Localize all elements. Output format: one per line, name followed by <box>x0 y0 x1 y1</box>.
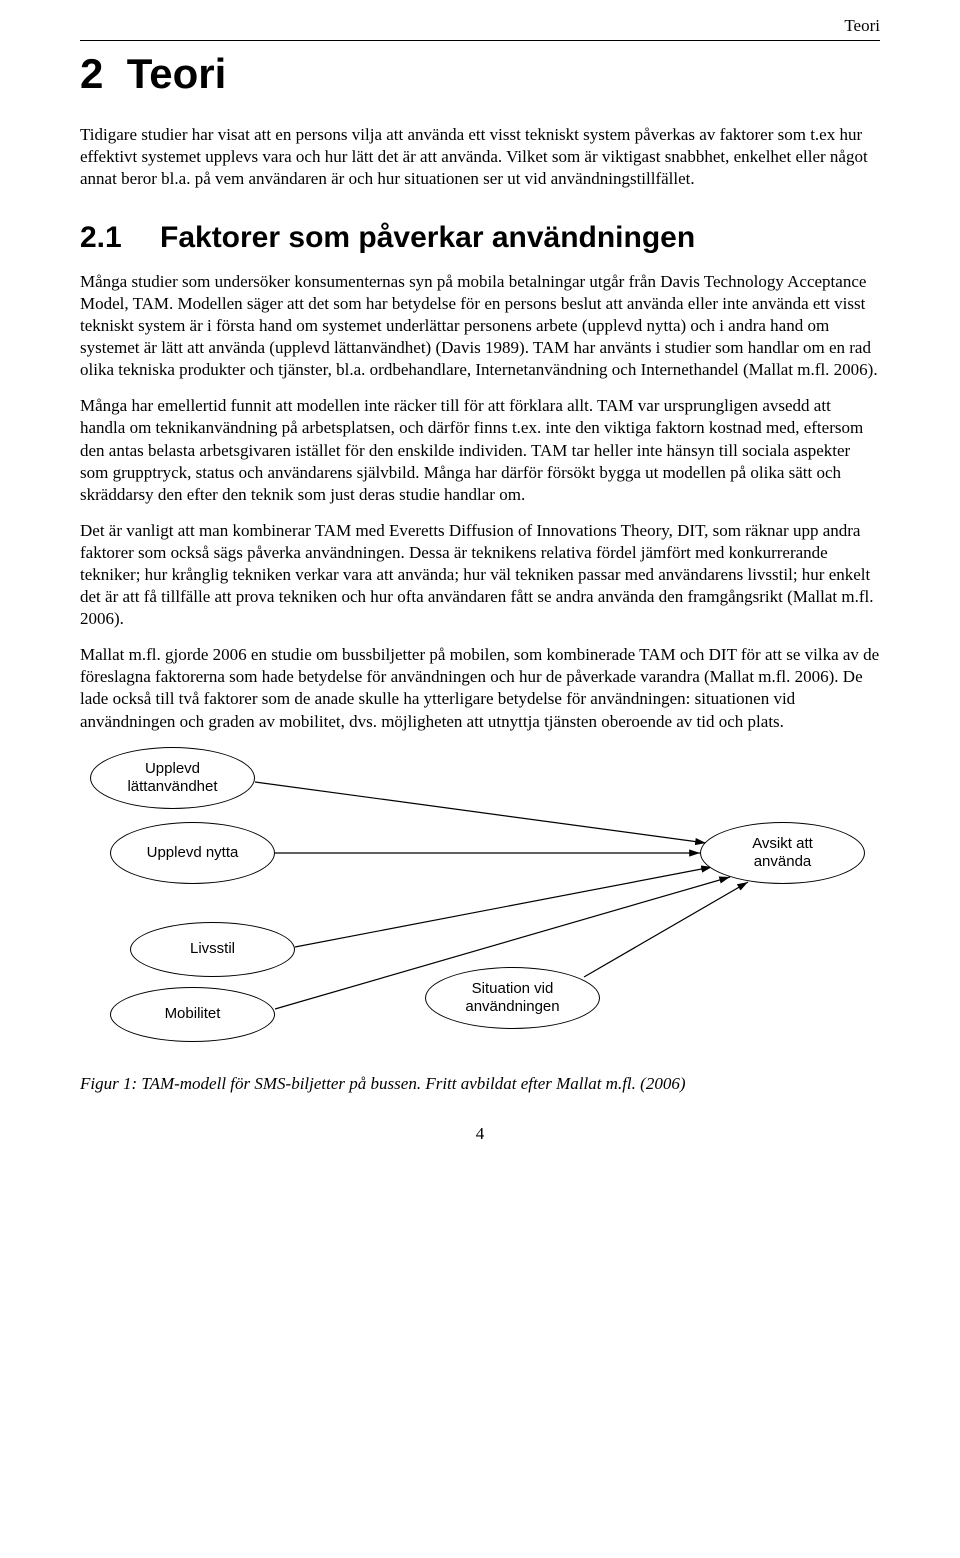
diagram-node-situation: Situation vidanvändningen <box>425 967 600 1029</box>
diagram-node-lifestyle: Livsstil <box>130 922 295 977</box>
running-header: Teori <box>844 15 880 37</box>
page-number: 4 <box>80 1123 880 1145</box>
chapter-title: 2 Teori <box>80 47 880 102</box>
intro-paragraph: Tidigare studier har visat att en person… <box>80 124 880 190</box>
diagram-node-intent: Avsikt attanvända <box>700 822 865 884</box>
diagram-node-ease: Upplevdlättanvändhet <box>90 747 255 809</box>
diagram-node-useful: Upplevd nytta <box>110 822 275 884</box>
chapter-title-text: Teori <box>127 50 227 97</box>
body-paragraph: Det är vanligt att man kombinerar TAM me… <box>80 520 880 630</box>
figure-caption: Figur 1: TAM-modell för SMS-biljetter på… <box>80 1073 880 1095</box>
body-paragraph: Många har emellertid funnit att modellen… <box>80 395 880 505</box>
diagram-edge <box>584 882 748 977</box>
diagram-node-mobility: Mobilitet <box>110 987 275 1042</box>
diagram-edge <box>255 782 706 843</box>
tam-diagram: Upplevdlättanvändhet Upplevd nytta Livssti… <box>80 747 880 1067</box>
body-paragraph: Många studier som undersöker konsumenter… <box>80 271 880 381</box>
header-rule: Teori <box>80 40 880 41</box>
section-number: 2.1 <box>80 218 160 257</box>
section-title-text: Faktorer som påverkar användningen <box>160 221 695 254</box>
chapter-number: 2 <box>80 50 103 97</box>
diagram-edge <box>295 867 712 947</box>
section-heading: 2.1Faktorer som påverkar användningen <box>80 218 880 257</box>
body-paragraph: Mallat m.fl. gjorde 2006 en studie om bu… <box>80 644 880 732</box>
